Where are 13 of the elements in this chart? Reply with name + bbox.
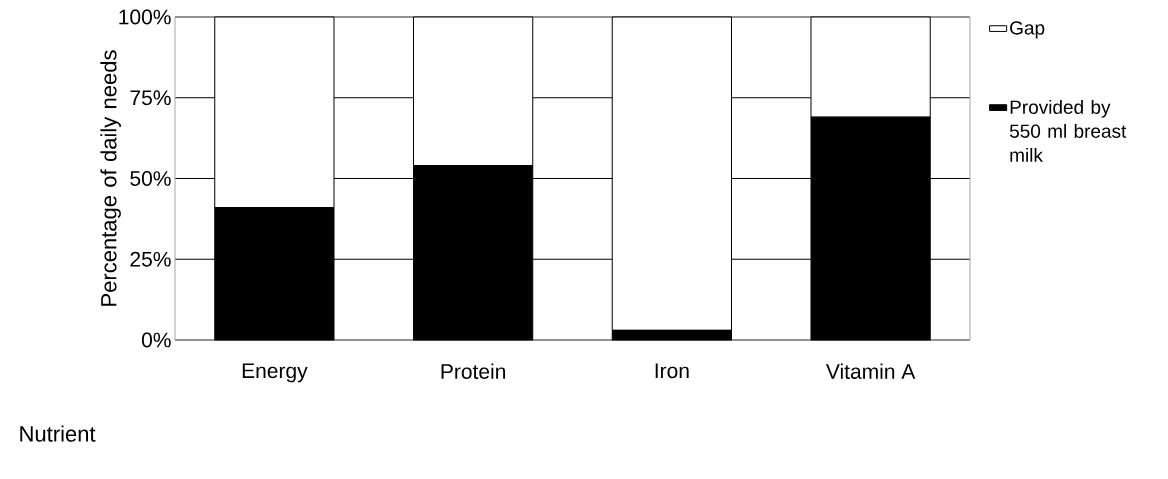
y-tick-label: 25% bbox=[130, 251, 171, 267]
y-tick-label: 100% bbox=[119, 9, 171, 25]
legend-label: Provided by 550 ml breast milk bbox=[1009, 99, 1127, 162]
x-tick-label: Energy bbox=[242, 363, 308, 383]
legend-label: Gap bbox=[1010, 21, 1045, 39]
y-tick-label: 50% bbox=[130, 171, 171, 186]
x-axis-title: Nutrient bbox=[20, 425, 96, 442]
x-tick-label: Protein bbox=[441, 363, 506, 379]
y-axis-title: Percentage of daily needs bbox=[100, 50, 121, 306]
y-tick-label: 0% bbox=[141, 332, 171, 348]
x-tick-label: Vitamin A bbox=[825, 363, 916, 379]
y-tick-label: 75% bbox=[130, 90, 171, 106]
x-tick-label: Iron bbox=[655, 363, 689, 379]
